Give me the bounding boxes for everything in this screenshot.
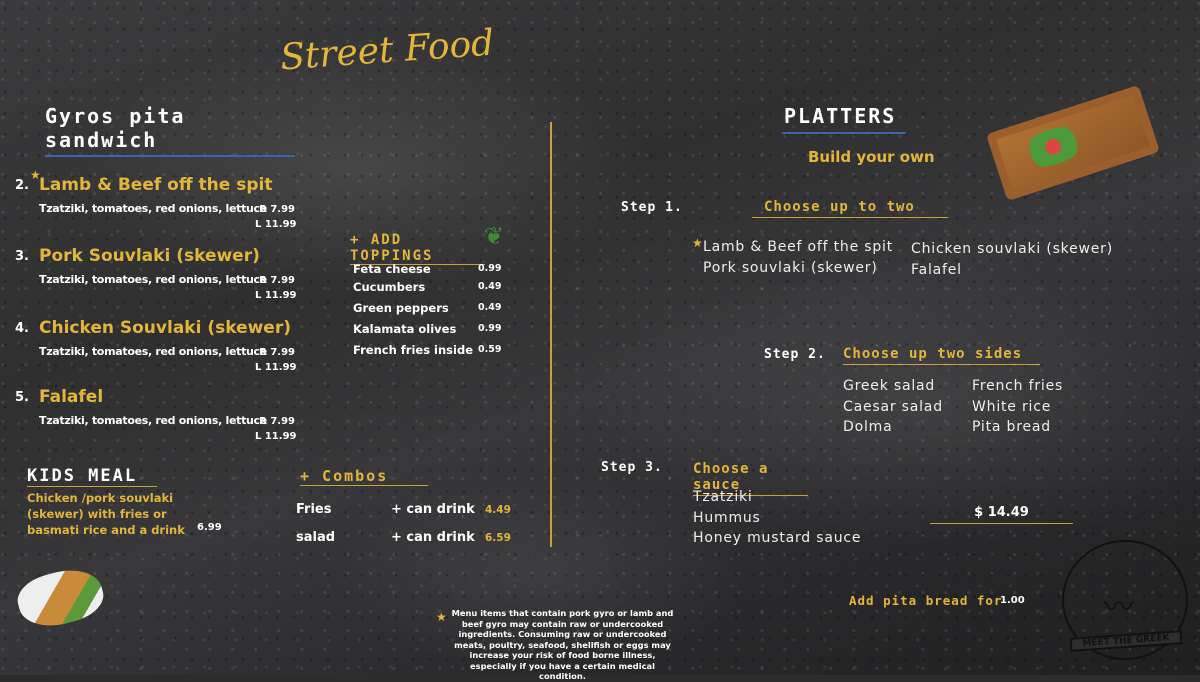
- item-number: 5.: [15, 390, 29, 405]
- topping-name: Feta cheese: [353, 262, 431, 276]
- option: Dolma: [843, 419, 893, 435]
- toppings-list: Feta cheese 0.99 Cucumbers 0.49 Green pepper…: [0, 0, 501, 357]
- center-divider: [550, 122, 552, 547]
- option: Lamb & Beef off the spit: [703, 239, 893, 255]
- item-desc: Tzatziki, tomatoes, red onions, lettuce: [39, 345, 267, 358]
- logo-text: MEET THE GREEK: [1069, 630, 1183, 652]
- topping-name: French fries inside: [353, 343, 473, 357]
- combos-list: Fries + can drink 4.49 salad + can drink 6.59: [0, 0, 511, 545]
- topping-name: Kalamata olives: [353, 322, 457, 336]
- regular-price: R 7.99: [259, 416, 295, 427]
- item-name: Pork Souvlaki (skewer): [39, 246, 260, 266]
- mustache-icon: 〰: [1104, 590, 1134, 625]
- pita-price: 1.00: [1000, 595, 1025, 606]
- step1-options-col1: Lamb & Beef off the spit Pork souvlaki (…: [703, 237, 893, 279]
- kids-meal-price: 6.99: [197, 522, 222, 533]
- gyro-wrap-image: [12, 561, 109, 635]
- option: Pita bread: [972, 419, 1051, 435]
- star-icon: ★: [30, 168, 41, 182]
- platters-title: PLATTERS: [782, 104, 906, 134]
- topping-price: 0.49: [478, 302, 502, 313]
- topping-name: Cucumbers: [353, 280, 426, 294]
- topping-price: 0.99: [478, 323, 502, 334]
- item-name: Lamb & Beef off the spit: [39, 175, 273, 195]
- option: Honey mustard sauce: [693, 530, 862, 546]
- item-number: 3.: [15, 249, 29, 264]
- platter-image: [986, 84, 1160, 202]
- step1-label: Step 1.: [621, 200, 683, 215]
- step2-options-col2: French fries White rice Pita bread: [972, 376, 1063, 438]
- regular-price: R 7.99: [259, 275, 295, 286]
- combo-name: Fries: [296, 502, 332, 517]
- star-icon: ★: [692, 236, 703, 250]
- option: French fries: [972, 378, 1064, 394]
- step1-options-col2: Chicken souvlaki (skewer) Falafel: [911, 239, 1113, 281]
- option: Tzatziki: [693, 489, 753, 505]
- topping-name: Green peppers: [353, 301, 449, 315]
- step2-title: Choose up two sides: [843, 346, 1040, 365]
- disclaimer: Menu items that contain pork gyro or lam…: [451, 608, 674, 681]
- topping-price: 0.59: [478, 344, 502, 355]
- item-number: 4.: [15, 321, 29, 336]
- platters-subtitle: Build your own: [808, 148, 935, 166]
- item-name: Falafel: [39, 387, 104, 407]
- combo-price: 6.59: [485, 532, 511, 544]
- step3-title: Choose a sauce: [693, 461, 808, 496]
- combo-add: + can drink: [391, 502, 475, 517]
- step2-label: Step 2.: [764, 347, 826, 362]
- combo-price: 4.49: [485, 504, 511, 516]
- item-name: Chicken Souvlaki (skewer): [39, 318, 291, 338]
- street-food-script-title: Street Food: [278, 22, 496, 79]
- kids-meal-title: KIDS MEAL: [27, 466, 157, 487]
- option: Chicken souvlaki (skewer): [911, 241, 1113, 257]
- option: Caesar salad: [843, 398, 943, 415]
- toppings-title: + ADD TOPPINGS: [350, 232, 485, 265]
- step3-options: Tzatziki Hummus Honey mustard sauce: [693, 487, 861, 549]
- step2-options-col1: Greek salad Caesar salad Dolma: [843, 376, 943, 438]
- topping-price: 0.49: [478, 281, 502, 292]
- regular-price: R 7.99: [259, 204, 295, 215]
- option: Hummus: [693, 509, 761, 526]
- pita-label: Add pita bread for: [849, 593, 1003, 608]
- item-desc: Tzatziki, tomatoes, red onions, lettuce: [39, 414, 267, 427]
- option: Falafel: [911, 262, 962, 278]
- parsley-icon: ❦: [484, 222, 505, 250]
- regular-price: R 7.99: [259, 347, 295, 358]
- combo-add: + can drink: [391, 530, 475, 545]
- item-desc: Tzatziki, tomatoes, red onions, lettuce: [39, 202, 267, 215]
- combos-title: + Combos: [300, 467, 428, 486]
- large-price: L 11.99: [255, 219, 297, 230]
- gyros-list: 2. ★ Lamb & Beef off the spit Tzatziki, tom…: [0, 0, 296, 442]
- gyros-title: Gyros pita sandwich: [45, 104, 295, 157]
- topping-price: 0.99: [478, 263, 502, 274]
- item-number: 2.: [15, 178, 29, 193]
- option: Greek salad: [843, 378, 936, 394]
- option: White rice: [972, 398, 1052, 415]
- step3-label: Step 3.: [601, 460, 663, 475]
- kids-meal-desc: Chicken /pork souvlaki (skewer) with fri…: [27, 491, 185, 537]
- large-price: L 11.99: [255, 290, 297, 301]
- item-desc: Tzatziki, tomatoes, red onions, lettuce: [39, 273, 267, 286]
- step1-title: Choose up to two: [752, 199, 948, 218]
- star-icon: ★: [436, 610, 447, 624]
- large-price: L 11.99: [255, 362, 297, 373]
- large-price: L 11.99: [255, 431, 297, 442]
- meet-the-greek-logo: 〰 MEET THE GREEK: [1062, 540, 1188, 660]
- option: Pork souvlaki (skewer): [703, 260, 878, 276]
- combo-name: salad: [296, 530, 336, 545]
- platter-price: $ 14.49: [930, 505, 1073, 524]
